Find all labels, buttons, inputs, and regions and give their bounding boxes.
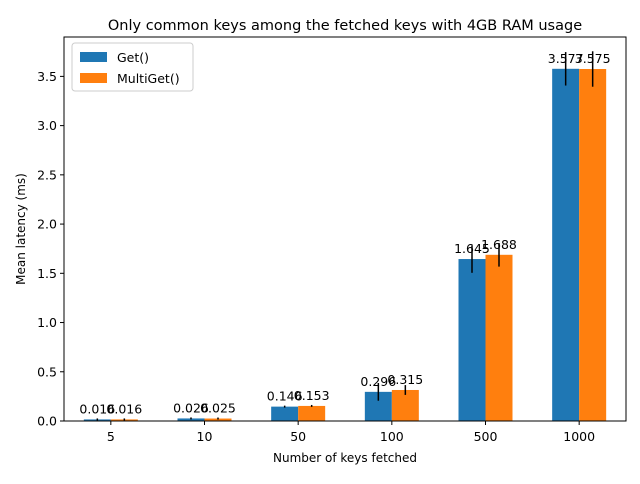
- bar-get-500: [458, 259, 486, 421]
- bar-multiget-50: [298, 405, 326, 421]
- bar-value-label: 0.146: [267, 389, 303, 404]
- legend-label: MultiGet(): [117, 71, 180, 86]
- legend: Get() MultiGet(): [71, 42, 194, 92]
- bar-value-label: 0.016: [79, 401, 115, 416]
- x-tick-label: 1000: [563, 429, 595, 444]
- legend-swatch-get: [80, 52, 107, 62]
- bar-multiget-10: [204, 418, 232, 421]
- bar-value-label: 0.026: [173, 400, 209, 415]
- y-axis-label: Mean latency (ms): [14, 173, 28, 285]
- x-tick-label: 100: [380, 429, 404, 444]
- y-tick-label: 1.0: [37, 315, 57, 330]
- bar-value-label: 0.153: [294, 388, 330, 403]
- x-tick-label: 500: [474, 429, 498, 444]
- bar-multiget-500: [485, 254, 513, 421]
- bar-value-label: 3.575: [575, 51, 611, 66]
- bar-get-10: [177, 418, 205, 421]
- x-tick-label: 10: [197, 429, 213, 444]
- y-tick-label: 0.5: [37, 364, 57, 379]
- y-tick-label: 0.0: [37, 414, 57, 429]
- bar-get-1000: [552, 68, 580, 422]
- bar-get-50: [271, 406, 299, 421]
- bar-value-label: 0.315: [387, 372, 423, 387]
- y-tick-label: 2.0: [37, 217, 57, 232]
- y-tick-label: 3.5: [37, 69, 57, 84]
- bar-multiget-1000: [579, 69, 607, 421]
- bar-value-label: 3.577: [548, 51, 584, 66]
- plot-frame: [63, 36, 627, 422]
- plot-area: 0.016 0.026 0.146 0.296 1.645 3.577 0.016 0.025…: [37, 36, 627, 444]
- y-tick-label: 1.5: [37, 266, 57, 281]
- x-tick-label: 50: [290, 429, 306, 444]
- bar-value-label: 0.296: [360, 374, 396, 389]
- legend-label: Get(): [117, 50, 149, 65]
- y-tick-label: 2.5: [37, 167, 57, 182]
- x-axis-label: Number of keys fetched: [273, 451, 417, 465]
- bar-value-label: 1.645: [454, 241, 490, 256]
- x-tick-label: 5: [107, 429, 115, 444]
- bar-value-label: 1.688: [481, 237, 517, 252]
- bar-multiget-100: [391, 389, 419, 421]
- chart-title: Only common keys among the fetched keys …: [108, 18, 582, 34]
- bar-value-label: 0.025: [200, 401, 236, 416]
- bar-value-label: 0.016: [106, 401, 142, 416]
- legend-swatch-multiget: [80, 73, 107, 83]
- y-tick-label: 3.0: [37, 118, 57, 133]
